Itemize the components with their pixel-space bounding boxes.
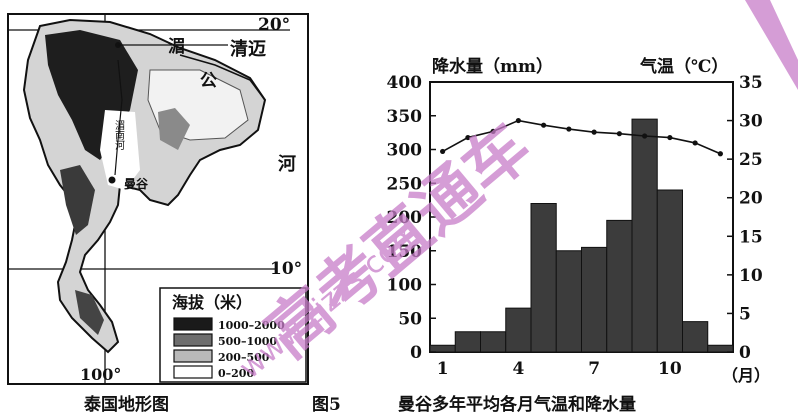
precip-bar	[555, 250, 582, 353]
lat-20-label: 20°	[258, 15, 290, 35]
river-mei-label: 湄	[168, 37, 185, 57]
river-gong-label: 公	[200, 71, 217, 91]
map-caption: 泰国地形图	[84, 394, 169, 415]
lon-100-label: 100°	[80, 365, 121, 384]
left-tick-label: 300	[387, 141, 423, 161]
temperature-point	[667, 134, 673, 141]
precip-bar	[530, 203, 557, 353]
left-axis-title: 降水量（mm）	[432, 56, 553, 77]
temperature-point	[465, 134, 471, 141]
southern-mountains	[75, 290, 104, 335]
x-tick-label: 4	[512, 359, 524, 379]
right-tick-label: 30	[739, 112, 763, 132]
thailand-terrain-map: 20° 10° 100° 湄 清迈 公 河 湄南河 曼谷 海拔（米） 1000–…	[7, 13, 309, 385]
temperature-point	[490, 128, 496, 134]
right-tick-label: 5	[739, 304, 751, 324]
left-tick-label: 0	[410, 343, 422, 363]
river-menam-label: 湄南河	[113, 120, 125, 150]
right-axis-ticks: 0 5 10 15 20 25 30 35	[727, 73, 763, 363]
chiangmai-label: 清迈	[230, 39, 266, 60]
temperature-point	[515, 117, 521, 124]
precip-bar	[454, 331, 481, 353]
right-tick-label: 25	[739, 150, 763, 170]
elevation-legend: 海拔（米） 1000–2000 500–1000 200–500 0–200	[159, 287, 307, 383]
left-tick-label: 400	[387, 73, 423, 93]
right-tick-label: 35	[739, 73, 763, 93]
left-tick-label: 150	[387, 242, 423, 262]
temperature-point	[692, 140, 698, 146]
temperature-line	[440, 117, 723, 157]
left-axis-ticks: 0 50 100 150 200 250 300 350 400	[387, 73, 436, 363]
left-tick-label: 50	[398, 309, 422, 329]
bangkok-label: 曼谷	[124, 176, 149, 191]
temperature-point	[591, 129, 597, 135]
precip-bar	[581, 246, 608, 353]
temperature-point	[440, 148, 446, 155]
lat-10-label: 10°	[270, 259, 302, 279]
precip-bar	[707, 344, 734, 353]
legend-item-label: 1000–2000	[218, 319, 285, 332]
right-tick-label: 10	[739, 266, 763, 286]
legend-swatch	[173, 365, 213, 379]
x-axis-ticks: 1 4 7 10	[437, 359, 682, 379]
left-tick-label: 250	[387, 174, 423, 194]
precip-bar	[631, 118, 658, 353]
x-tick-label: 1	[437, 359, 449, 379]
temperature-point	[642, 133, 648, 139]
figure-number: 图5	[312, 395, 341, 415]
precip-bar	[505, 307, 532, 353]
plateau-hills	[158, 108, 190, 150]
legend-swatch	[173, 349, 213, 363]
right-tick-label: 20	[739, 189, 763, 209]
precip-bar	[429, 344, 456, 353]
temperature-point	[616, 131, 622, 137]
x-axis-unit: （月）	[722, 366, 770, 385]
right-tick-label: 15	[739, 227, 763, 247]
legend-swatch	[173, 333, 213, 347]
temperature-point	[541, 122, 547, 128]
mekong-river	[179, 54, 266, 101]
central-plain	[100, 110, 140, 190]
x-tick-label: 10	[658, 359, 682, 379]
legend-item-label: 500–1000	[218, 335, 277, 348]
left-tick-label: 350	[387, 107, 423, 127]
precip-bar	[480, 331, 507, 353]
chart-caption: 曼谷多年平均各月气温和降水量	[398, 394, 636, 415]
left-tick-label: 200	[387, 208, 423, 228]
precipitation-bars	[429, 118, 734, 353]
precip-bar	[682, 321, 709, 353]
left-tick-label: 100	[387, 276, 423, 296]
precip-bar	[656, 189, 683, 353]
bangkok-dot	[108, 176, 116, 184]
menam-river	[114, 59, 123, 176]
river-he-label: 河	[278, 154, 296, 175]
western-mountains	[60, 165, 95, 235]
legend-item-label: 200–500	[218, 351, 270, 364]
temperature-point	[717, 151, 723, 157]
temperature-polyline	[442, 119, 721, 155]
legend-swatch	[173, 317, 213, 331]
precip-bar	[606, 219, 633, 353]
watermark-corner-mark	[745, 0, 798, 90]
right-axis-title: 气温（℃）	[639, 56, 728, 77]
right-tick-label: 0	[739, 343, 751, 363]
legend-title: 海拔（米）	[172, 293, 252, 312]
temperature-point	[566, 126, 572, 132]
legend-item-label: 0–200	[218, 367, 254, 380]
x-tick-label: 7	[588, 359, 600, 379]
